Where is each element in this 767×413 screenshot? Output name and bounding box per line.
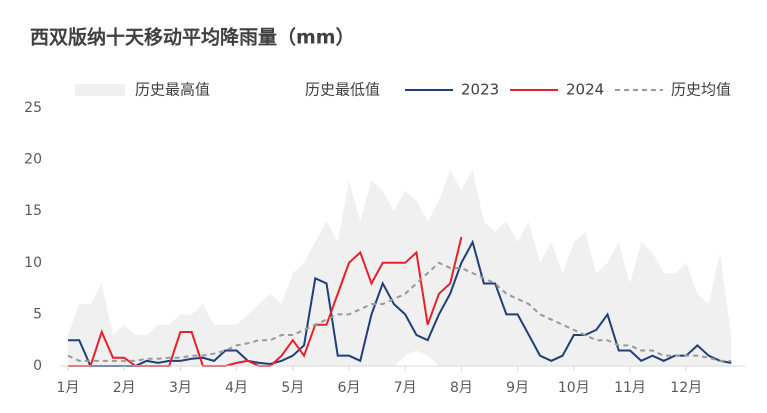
x-tick-label: 6月 <box>338 380 361 396</box>
area <box>68 350 732 366</box>
line <box>67 261 732 362</box>
y-tick-label: 15 <box>24 203 42 219</box>
legend-label: 历史最高值 <box>135 81 210 99</box>
x-tick-label: 11月 <box>614 380 646 396</box>
y-tick-label: 0 <box>33 358 42 374</box>
y-tick-label: 10 <box>24 255 42 271</box>
x-tick-label: 10月 <box>558 380 590 396</box>
legend-label: 2024 <box>566 81 604 99</box>
y-tick-label: 25 <box>24 100 42 116</box>
y-tick-label: 20 <box>24 152 42 168</box>
x-tick-label: 1月 <box>57 380 80 396</box>
x-tick-label: 8月 <box>450 380 473 396</box>
legend-swatch <box>75 84 125 96</box>
x-tick-label: 5月 <box>281 380 304 396</box>
x-tick-label: 9月 <box>506 380 529 396</box>
x-tick-label: 3月 <box>169 380 192 396</box>
x-tick-label: 7月 <box>394 380 417 396</box>
y-tick-label: 5 <box>33 306 42 322</box>
area <box>68 169 732 366</box>
legend-label: 历史均值 <box>671 81 731 99</box>
x-tick-label: 2月 <box>113 380 136 396</box>
x-tick-label: 12月 <box>670 380 702 396</box>
x-tick-label: 4月 <box>225 380 248 396</box>
legend-label: 历史最低值 <box>305 81 380 99</box>
legend-label: 2023 <box>461 81 499 99</box>
line <box>68 239 732 367</box>
legend-swatch <box>245 84 295 96</box>
chart-title: 西双版纳十天移动平均降雨量（mm） <box>30 26 355 49</box>
